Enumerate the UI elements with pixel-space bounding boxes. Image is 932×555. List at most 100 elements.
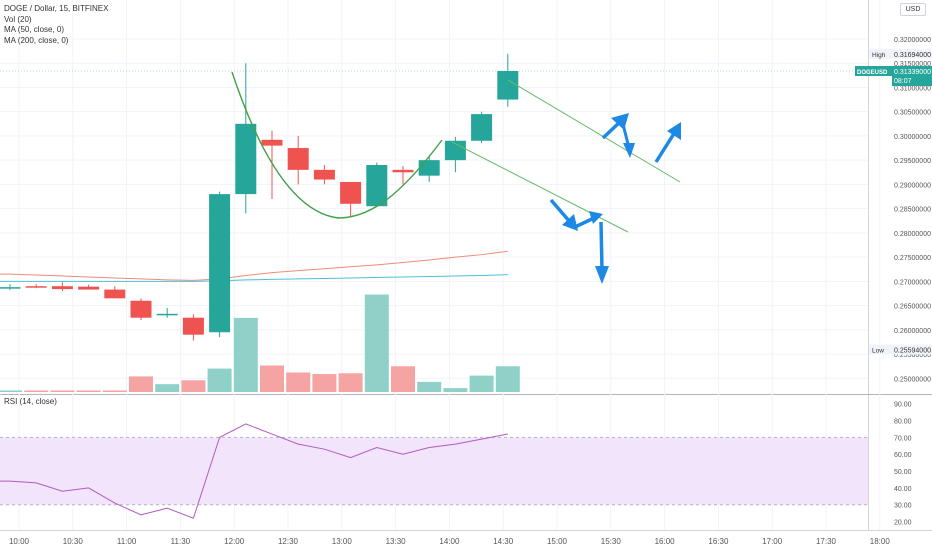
volume-bar <box>207 368 232 392</box>
price-tick-label: 0.26500000 <box>894 304 931 311</box>
rsi-tick-label: 30.00 <box>894 503 912 510</box>
time-tick-label: 11:00 <box>117 537 137 546</box>
candle-body <box>0 287 21 289</box>
volume-bar <box>76 390 101 392</box>
high-label: High <box>872 52 886 59</box>
time-tick-label: 13:00 <box>332 537 353 546</box>
volume-bar <box>391 366 415 392</box>
candle-body <box>340 181 362 204</box>
price-tick-label: 0.25000000 <box>894 376 931 383</box>
arrow-down-3[interactable] <box>595 221 609 284</box>
symbol-tag-bg <box>855 66 892 77</box>
trend-line-upper[interactable] <box>507 79 681 183</box>
volume-bar <box>50 390 75 392</box>
candle-body <box>261 139 283 146</box>
arrow-down-1[interactable] <box>620 119 635 158</box>
candle-body <box>471 114 493 141</box>
price-tick-label: 0.29500000 <box>894 158 931 165</box>
time-axis[interactable]: 10:00 10:30 11:00 11:30 12:00 12:30 13:00 13:30… <box>9 537 890 546</box>
price-tick-label: 0.26000000 <box>894 328 931 335</box>
rsi-polyline <box>0 423 508 519</box>
volume-bar <box>102 390 127 392</box>
candle-body <box>25 286 47 288</box>
rsi-axis[interactable]: 90.00 80.00 70.00 60.00 50.00 40.00 30.00 20.00 <box>894 402 912 527</box>
price-labels: High 0.31694000 DOGEUSD 0.31339000 08:07 Low 0… <box>0 48 932 355</box>
drawings <box>231 71 681 284</box>
indicator-rsi[interactable]: RSI (14, close) <box>4 397 57 406</box>
price-tick-label: 0.25500000 <box>894 352 931 359</box>
rsi-band-fill <box>0 437 868 505</box>
high-label-bg <box>869 48 932 59</box>
time-tick-label: 15:00 <box>547 537 568 546</box>
arrow-up-3[interactable] <box>574 211 603 229</box>
rsi-tick-label: 20.00 <box>894 520 912 527</box>
volume-bar <box>24 390 49 392</box>
candle-body <box>156 313 178 316</box>
candle-body <box>235 123 257 195</box>
time-tick-label: 14:00 <box>439 537 460 546</box>
cup-curve[interactable] <box>231 71 443 219</box>
price-axis[interactable]: 0.32000000 0.31500000 0.31000000 0.30500000… <box>894 37 931 383</box>
low-label: Low <box>872 348 884 355</box>
arrow-up-2[interactable] <box>654 122 681 163</box>
time-tick-label: 12:00 <box>224 537 245 546</box>
candle-body <box>51 286 73 290</box>
time-tick-label: 10:30 <box>63 537 84 546</box>
candle-body <box>130 300 152 318</box>
candle-body <box>104 289 126 299</box>
indicator-ma50[interactable]: MA (50, close, 0) <box>4 25 65 34</box>
time-tick-label: 11:30 <box>171 537 191 546</box>
volume-bars <box>0 294 520 392</box>
volume-bar <box>181 380 206 392</box>
candle-body <box>444 140 466 161</box>
time-tick-label: 15:30 <box>601 537 622 546</box>
symbol-title[interactable]: DOGE / Dollar, 15, BITFINEX <box>4 4 109 13</box>
time-tick-label: 10:00 <box>9 537 30 546</box>
time-tick-label: 13:30 <box>386 537 407 546</box>
price-tick-label: 0.30000000 <box>894 134 931 141</box>
last-price-bg <box>892 66 932 87</box>
volume-bar <box>260 365 284 392</box>
time-tick-label: 12:30 <box>278 537 299 546</box>
volume-bar <box>338 373 363 392</box>
high-value: 0.31694000 <box>894 52 931 59</box>
volume-bar <box>443 388 468 392</box>
price-tick-label: 0.32000000 <box>894 37 931 44</box>
currency-button[interactable]: USD <box>900 3 926 16</box>
price-tick-label: 0.27500000 <box>894 255 931 262</box>
price-tick-label: 0.29000000 <box>894 182 931 189</box>
time-tick-label: 18:00 <box>870 537 891 546</box>
price-tick-label: 0.31500000 <box>894 61 931 68</box>
low-value: 0.25594000 <box>894 348 931 355</box>
rsi-line <box>0 423 508 519</box>
candle-body <box>497 71 519 100</box>
volume-bar <box>129 376 153 392</box>
arrow-down-2[interactable] <box>549 198 578 231</box>
indicator-volume[interactable]: Vol (20) <box>4 14 32 24</box>
symbol-tag: DOGEUSD <box>857 70 888 76</box>
candlesticks <box>0 53 519 341</box>
candle-body <box>366 165 388 207</box>
countdown-timer: 08:07 <box>894 78 912 85</box>
volume-bar <box>312 374 337 392</box>
price-tick-label: 0.30500000 <box>894 110 931 117</box>
volume-bar <box>0 390 22 392</box>
candle-body <box>313 169 335 180</box>
volume-bar <box>417 381 442 392</box>
rsi-tick-label: 50.00 <box>894 469 912 476</box>
volume-bar <box>155 384 180 392</box>
volume-bar <box>469 375 494 392</box>
rsi-tick-label: 40.00 <box>894 486 912 493</box>
rsi-band <box>0 436 868 506</box>
low-label-bg <box>869 344 932 355</box>
price-tick-label: 0.28000000 <box>894 231 931 238</box>
indicator-ma200[interactable]: MA (200, close, 0) <box>4 35 69 45</box>
rsi-tick-label: 90.00 <box>894 402 912 409</box>
volume-bar <box>286 372 311 392</box>
candle-body <box>209 194 231 333</box>
price-tick-label: 0.28500000 <box>894 207 931 214</box>
time-tick-label: 14:30 <box>493 537 514 546</box>
time-tick-label: 17:00 <box>762 537 783 546</box>
